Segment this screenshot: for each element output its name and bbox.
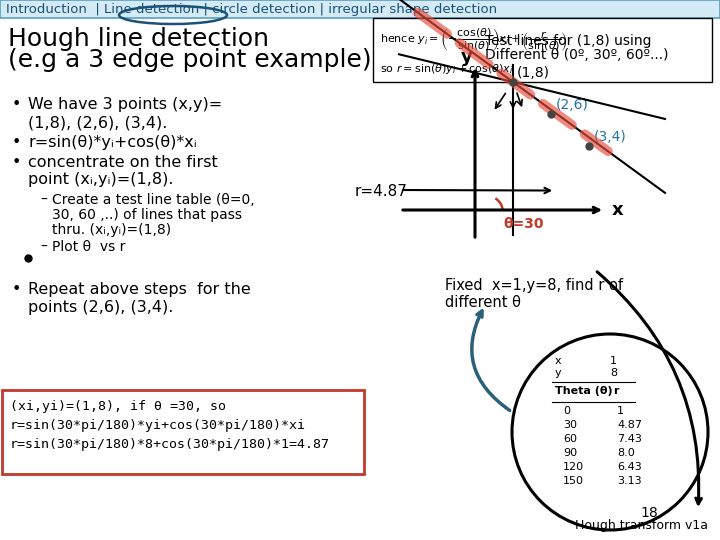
Text: Hough line detection: Hough line detection [8,27,269,51]
FancyBboxPatch shape [2,390,364,474]
Text: so $r = \sin(\theta)y_i + \cos(\theta)x_i$: so $r = \sin(\theta)y_i + \cos(\theta)x_… [380,62,513,76]
Text: We have 3 points (x,y)=: We have 3 points (x,y)= [28,97,222,112]
Text: (2,6): (2,6) [556,98,589,112]
Text: 7.43: 7.43 [617,434,642,444]
FancyBboxPatch shape [373,18,712,82]
Text: Theta (θ): Theta (θ) [555,386,613,396]
Text: x: x [555,356,562,366]
Text: r=4.87: r=4.87 [355,185,408,199]
Text: Hough transform v1a: Hough transform v1a [575,519,708,532]
Text: r: r [613,386,618,396]
Text: 4.87: 4.87 [617,420,642,430]
Text: hence $y_i = \left(-\dfrac{\cos(\theta)}{\sin(\theta)}\right)x_i + \left(\dfrac{: hence $y_i = \left(-\dfrac{\cos(\theta)}… [380,27,571,54]
Text: 0: 0 [563,406,570,416]
Text: (1,8), (2,6), (3,4).: (1,8), (2,6), (3,4). [28,115,167,130]
Text: different θ: different θ [445,295,521,310]
Text: thru. (xᵢ,yᵢ)=(1,8): thru. (xᵢ,yᵢ)=(1,8) [52,223,171,237]
Text: (1,8): (1,8) [517,66,550,80]
Text: (xi,yi)=(1,8), if θ =30, so
r=sin(30*pi/180)*yi+cos(30*pi/180)*xi
r=sin(30*pi/18: (xi,yi)=(1,8), if θ =30, so r=sin(30*pi/… [10,400,330,451]
Text: y: y [461,48,473,66]
Text: 18: 18 [640,506,658,520]
Text: 6.43: 6.43 [617,462,642,472]
Text: –: – [40,240,47,254]
Text: (e.g a 3 edge point example): (e.g a 3 edge point example) [8,48,372,72]
Text: 1: 1 [610,356,617,366]
Text: 30: 30 [563,420,577,430]
Text: Test lines for (1,8) using: Test lines for (1,8) using [485,34,652,48]
Text: y: y [555,368,562,378]
Text: Introduction  | Line detection | circle detection | irregular shape detection: Introduction | Line detection | circle d… [6,3,497,16]
Text: θ=30: θ=30 [503,217,544,231]
Text: Fixed  x=1,y=8, find r of: Fixed x=1,y=8, find r of [445,278,623,293]
Text: r=sin(θ)*yᵢ+cos(θ)*xᵢ: r=sin(θ)*yᵢ+cos(θ)*xᵢ [28,135,197,150]
Text: (3,4): (3,4) [594,130,626,144]
Text: concentrate on the first: concentrate on the first [28,155,217,170]
FancyBboxPatch shape [0,0,720,18]
Text: –: – [40,193,47,207]
Text: Create a test line table (θ=0,: Create a test line table (θ=0, [52,193,255,207]
Text: •: • [12,155,22,170]
Text: •: • [12,282,22,297]
Text: 120: 120 [563,462,584,472]
Text: 60: 60 [563,434,577,444]
Text: •: • [12,97,22,112]
Text: points (2,6), (3,4).: points (2,6), (3,4). [28,300,174,315]
Text: Different θ (0º, 30º, 60º...): Different θ (0º, 30º, 60º...) [485,48,668,62]
Text: 150: 150 [563,476,584,486]
Text: 3.13: 3.13 [617,476,642,486]
Text: •: • [12,135,22,150]
Text: Repeat above steps  for the: Repeat above steps for the [28,282,251,297]
Text: point (xᵢ,yᵢ)=(1,8).: point (xᵢ,yᵢ)=(1,8). [28,172,174,187]
Text: 8: 8 [610,368,617,378]
Text: 30, 60 ,..) of lines that pass: 30, 60 ,..) of lines that pass [52,208,242,222]
Text: x: x [612,201,624,219]
Text: 8.0: 8.0 [617,448,635,458]
Text: Plot θ  vs r: Plot θ vs r [52,240,125,254]
Text: 90: 90 [563,448,577,458]
Text: 1: 1 [617,406,624,416]
